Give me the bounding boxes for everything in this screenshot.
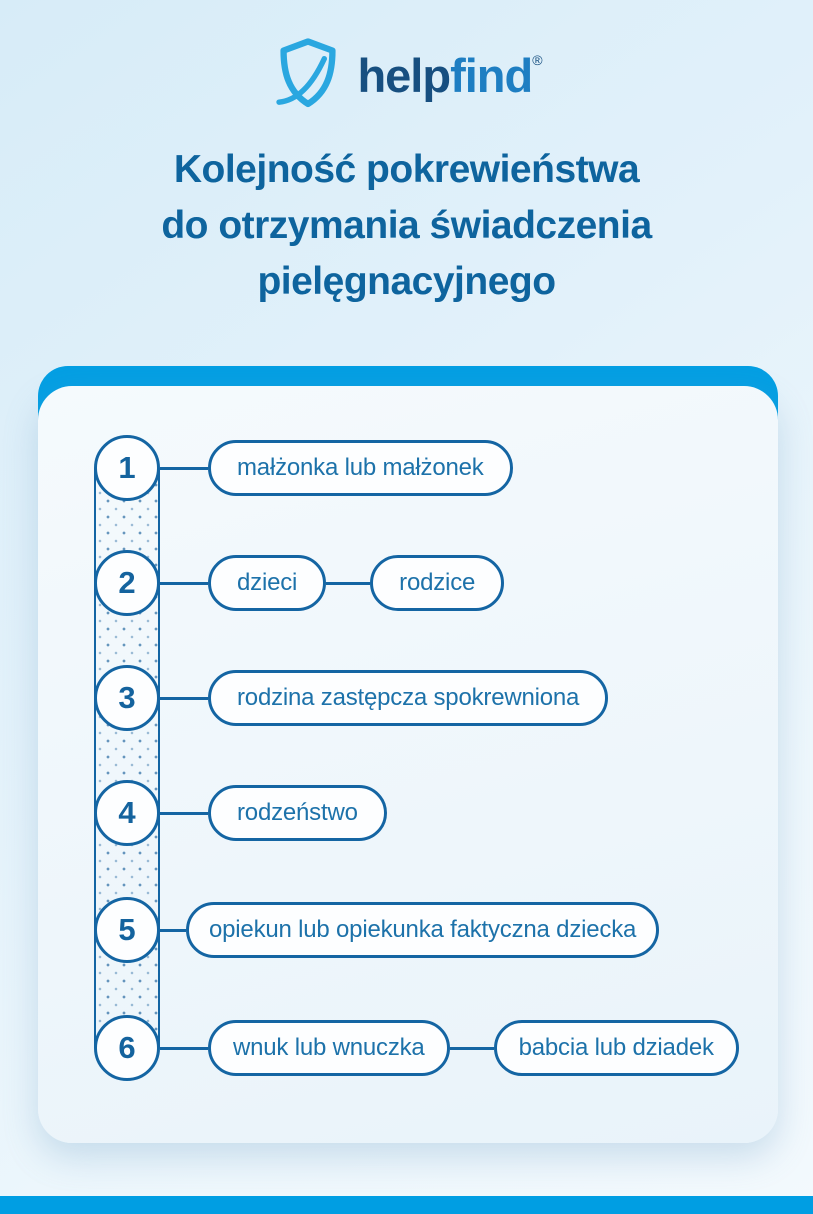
item-number-badge: 3 — [94, 665, 160, 731]
kinship-item-4: 4 rodzeństwo — [94, 780, 387, 846]
item-number-badge: 4 — [94, 780, 160, 846]
kinship-label-pill: wnuk lub wnuczka — [208, 1020, 450, 1076]
kinship-label-pill: dzieci — [208, 555, 327, 611]
connector-line — [160, 696, 208, 700]
brand-wordmark: help find ® — [357, 48, 542, 103]
item-number-badge: 5 — [94, 897, 160, 963]
connector-line — [160, 811, 208, 815]
page-title-line-1: Kolejność pokrewieństwa — [173, 148, 640, 191]
kinship-label-pill: babcia lub dziadek — [493, 1020, 739, 1076]
page-title-line-3: pielęgnacyjnego — [257, 259, 556, 303]
logo: help find ® — [0, 36, 813, 114]
item-number-badge: 6 — [94, 1015, 160, 1081]
page-title-line-2: do otrzymania świadczenia — [161, 203, 652, 247]
kinship-label-pill: rodzeństwo — [208, 785, 387, 841]
connector-line — [160, 466, 208, 470]
footer-accent-bar — [0, 1196, 813, 1214]
connector-line — [449, 1046, 494, 1050]
page-title: Kolejność pokrewieństwa do otrzymania św… — [67, 142, 747, 309]
kinship-label-pill: rodzina zastępcza spokrewniona — [208, 670, 609, 726]
kinship-item-5: 5 opiekun lub opiekunka faktyczna dziecka — [94, 897, 660, 963]
shield-check-icon — [276, 38, 337, 108]
kinship-item-3: 3 rodzina zastępcza spokrewniona — [94, 665, 609, 731]
brand-help: help — [357, 48, 451, 102]
connector-line — [160, 1046, 208, 1050]
connector-line — [160, 581, 208, 585]
kinship-card: 1 małżonka lub małżonek 2 dzieci rodzice 3 rod… — [38, 386, 778, 1143]
item-number-badge: 1 — [94, 435, 160, 501]
kinship-label-pill: rodzice — [370, 555, 505, 611]
connector-line — [160, 928, 186, 932]
brand-find: find — [450, 48, 533, 102]
kinship-item-6: 6 wnuk lub wnuczka babcia lub dziadek — [94, 1015, 739, 1081]
connector-line — [326, 581, 371, 585]
kinship-label-pill: opiekun lub opiekunka faktyczna dziecka — [186, 902, 660, 958]
item-number-badge: 2 — [94, 550, 160, 616]
kinship-item-1: 1 małżonka lub małżonek — [94, 435, 513, 501]
registered-mark: ® — [532, 51, 542, 68]
kinship-label-pill: małżonka lub małżonek — [208, 440, 513, 496]
kinship-item-2: 2 dzieci rodzice — [94, 550, 505, 616]
